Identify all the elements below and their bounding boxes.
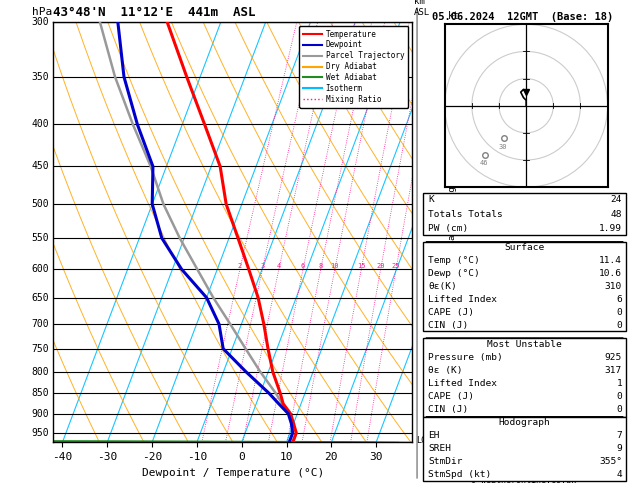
Text: EH: EH [428,432,440,440]
Text: km
ASL: km ASL [414,0,430,17]
Text: 1: 1 [616,379,622,388]
Text: 8: 8 [319,263,323,269]
Text: θε(K): θε(K) [428,282,457,291]
Text: 317: 317 [605,366,622,375]
Text: 0: 0 [616,405,622,415]
Text: 6: 6 [301,263,305,269]
Text: 3: 3 [260,263,264,269]
Text: Surface: Surface [504,243,545,252]
Text: 950: 950 [31,428,49,438]
Text: LCL: LCL [416,436,431,445]
Text: 350: 350 [31,72,49,82]
Text: Totals Totals: Totals Totals [428,209,503,219]
Text: 7: 7 [616,432,622,440]
Text: 0: 0 [616,308,622,317]
Text: 2: 2 [238,263,242,269]
Text: 700: 700 [31,319,49,329]
Text: 750: 750 [31,344,49,354]
Legend: Temperature, Dewpoint, Parcel Trajectory, Dry Adiabat, Wet Adiabat, Isotherm, Mi: Temperature, Dewpoint, Parcel Trajectory… [299,26,408,108]
Text: 0: 0 [616,321,622,330]
Text: 10.6: 10.6 [599,269,622,278]
Text: © weatheronline.co.uk: © weatheronline.co.uk [470,476,576,485]
Text: 550: 550 [31,233,49,243]
Text: StmSpd (kt): StmSpd (kt) [428,470,492,479]
Text: Mixing Ratio (g/kg): Mixing Ratio (g/kg) [448,181,457,283]
Text: 450: 450 [31,161,49,172]
Text: 310: 310 [605,282,622,291]
Text: hPa: hPa [32,7,52,17]
Text: 10: 10 [331,263,339,269]
Text: 0: 0 [616,392,622,401]
Text: 30: 30 [499,144,508,150]
Text: 600: 600 [31,264,49,274]
Text: 20: 20 [376,263,385,269]
Text: StmDir: StmDir [428,457,463,466]
Text: 900: 900 [31,409,49,419]
Text: 6: 6 [616,295,622,304]
Text: K: K [428,195,434,205]
Text: Hodograph: Hodograph [499,418,550,428]
Text: 11.4: 11.4 [599,256,622,265]
Text: 925: 925 [605,353,622,362]
Text: 500: 500 [31,199,49,209]
Text: CIN (J): CIN (J) [428,321,469,330]
Text: Most Unstable: Most Unstable [487,340,562,349]
Text: 24: 24 [611,195,622,205]
Text: 43°48'N  11°12'E  441m  ASL: 43°48'N 11°12'E 441m ASL [53,6,256,19]
Text: 400: 400 [31,120,49,129]
Text: Pressure (mb): Pressure (mb) [428,353,503,362]
Text: kt: kt [448,11,460,21]
X-axis label: Dewpoint / Temperature (°C): Dewpoint / Temperature (°C) [142,468,324,478]
Text: 800: 800 [31,367,49,377]
Text: 9: 9 [616,444,622,453]
Text: 4: 4 [616,470,622,479]
Text: 650: 650 [31,293,49,303]
Text: 850: 850 [31,388,49,399]
Text: CAPE (J): CAPE (J) [428,308,474,317]
Text: CIN (J): CIN (J) [428,405,469,415]
Text: 300: 300 [31,17,49,27]
Text: Temp (°C): Temp (°C) [428,256,480,265]
Text: 1.99: 1.99 [599,224,622,233]
Text: 25: 25 [392,263,400,269]
Text: θε (K): θε (K) [428,366,463,375]
Text: Dewp (°C): Dewp (°C) [428,269,480,278]
Text: 05.06.2024  12GMT  (Base: 18): 05.06.2024 12GMT (Base: 18) [432,12,614,22]
Text: 4: 4 [277,263,281,269]
Text: Lifted Index: Lifted Index [428,379,498,388]
Text: Lifted Index: Lifted Index [428,295,498,304]
Text: PW (cm): PW (cm) [428,224,469,233]
Text: 48: 48 [611,209,622,219]
Text: CAPE (J): CAPE (J) [428,392,474,401]
Text: 355°: 355° [599,457,622,466]
Text: 46: 46 [480,160,489,166]
Text: 15: 15 [357,263,365,269]
Text: SREH: SREH [428,444,452,453]
